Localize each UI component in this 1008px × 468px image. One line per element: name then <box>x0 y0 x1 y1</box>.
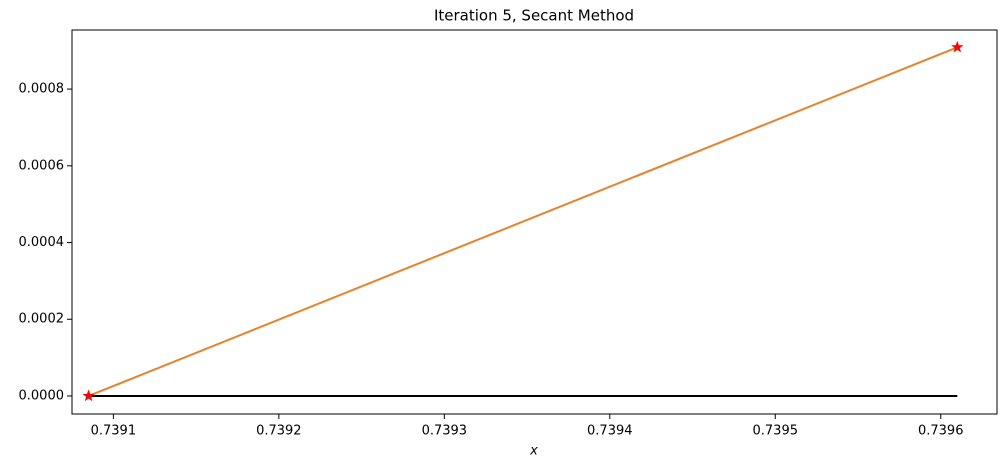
x-tick-label: 0.7394 <box>587 424 633 439</box>
x-tick-label: 0.7396 <box>918 424 964 439</box>
y-tick-label: 0.0002 <box>19 312 65 327</box>
y-tick-label: 0.0006 <box>19 158 65 173</box>
y-tick-label: 0.0004 <box>19 235 65 250</box>
x-tick-label: 0.7392 <box>256 424 302 439</box>
y-tick-label: 0.0000 <box>19 388 65 403</box>
series-line <box>88 46 958 397</box>
x-tick-label: 0.7391 <box>91 424 137 439</box>
star-marker <box>82 389 95 402</box>
star-marker <box>951 40 964 53</box>
x-axis-label: x <box>529 444 538 459</box>
x-tick-label: 0.7393 <box>422 424 468 439</box>
plot-frame <box>71 29 998 415</box>
y-tick-label: 0.0008 <box>19 82 65 97</box>
x-tick-label: 0.7395 <box>753 424 799 439</box>
chart-title: Iteration 5, Secant Method <box>434 7 634 25</box>
